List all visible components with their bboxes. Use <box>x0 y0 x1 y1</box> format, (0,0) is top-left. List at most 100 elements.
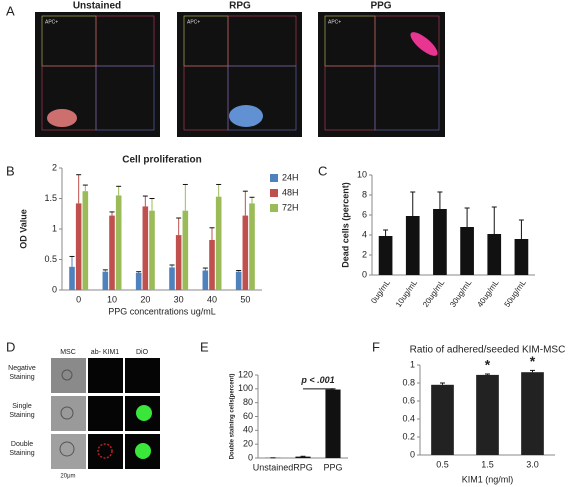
legend-swatch <box>270 174 278 182</box>
y-tick-label: 80 <box>243 397 253 407</box>
bar <box>215 196 222 290</box>
y-axis-label: OD Value <box>18 209 28 249</box>
cell-cloud <box>229 105 263 127</box>
x-tick-label: 0ug/mL <box>369 278 392 305</box>
y-tick-label: 0.8 <box>402 377 415 387</box>
significance-label: p < .001 <box>300 375 334 385</box>
y-axis-label: Double staining cells(percent) <box>230 374 236 460</box>
x-tick-label: 3.0 <box>526 459 539 469</box>
bar <box>521 372 544 455</box>
bar <box>242 215 249 290</box>
bar <box>169 267 175 290</box>
x-tick-label: RPG <box>293 462 313 472</box>
panel-label: F <box>372 339 380 354</box>
bar <box>405 216 420 275</box>
flow-plot <box>177 12 302 137</box>
bar <box>75 203 82 290</box>
y-tick-label: 1 <box>52 223 57 233</box>
x-tick-label: 20 <box>140 294 150 304</box>
y-tick-label: 0 <box>52 284 57 294</box>
image-cell <box>88 434 123 469</box>
bar <box>175 235 182 290</box>
bar <box>69 266 75 290</box>
significance: * <box>485 357 491 373</box>
y-tick-label: 8 <box>362 189 367 199</box>
x-tick-label: PPG <box>323 462 342 472</box>
image-cell <box>88 396 123 431</box>
bar <box>109 215 115 290</box>
flow-plot <box>318 12 445 137</box>
plot-title: PPG <box>370 1 391 12</box>
x-axis-label: PPG concentrations ug/mL <box>108 306 216 316</box>
x-tick-label: 30 <box>174 294 184 304</box>
image-cell <box>51 358 86 393</box>
cell <box>97 443 113 459</box>
x-tick-label: Unstained <box>253 462 294 472</box>
y-tick-label: 4 <box>362 229 367 239</box>
y-tick-label: 40 <box>243 425 253 435</box>
column-header: DiO <box>136 349 149 356</box>
y-tick-label: 0.5 <box>44 254 57 264</box>
plot-bg <box>318 12 445 137</box>
plot-title: Unstained <box>73 1 121 12</box>
image-cell <box>51 434 86 469</box>
legend-label: 48H <box>282 187 299 197</box>
y-tick-label: 1.5 <box>44 193 57 203</box>
y-tick-label: 2 <box>362 249 367 259</box>
row-label: Staining <box>9 412 34 419</box>
plot-title: RPG <box>229 1 251 12</box>
bar <box>149 210 155 290</box>
x-axis-label: KIM1 (ng/ml) <box>462 474 514 484</box>
y-tick-label: 0.4 <box>402 413 415 423</box>
cell <box>60 406 74 420</box>
x-tick-label: 50 <box>240 294 250 304</box>
gate-label: APC+ <box>45 19 58 25</box>
chart-title: Ratio of adhered/seeded KIM-MSC <box>410 345 566 356</box>
bar <box>182 210 189 290</box>
column-header: MSC <box>60 349 76 356</box>
cell <box>136 405 152 421</box>
x-tick-label: 0.5 <box>436 459 449 469</box>
y-tick-label: 6 <box>362 209 367 219</box>
flow-plot <box>35 12 160 137</box>
panel-label: E <box>200 339 209 354</box>
y-tick-label: 100 <box>238 383 253 393</box>
bar <box>487 234 502 275</box>
x-tick-label: 10 <box>107 294 117 304</box>
bar <box>249 203 255 290</box>
row-label: Double <box>11 441 33 448</box>
gate <box>374 65 440 131</box>
scale-bar: 20μm <box>60 474 75 480</box>
bar <box>209 239 215 290</box>
image-cell <box>125 358 160 393</box>
significance: * <box>530 353 536 369</box>
x-tick-label: 1.5 <box>481 459 494 469</box>
x-tick-label: 20ug/mL <box>421 278 447 309</box>
gate-label: APC+ <box>328 19 341 25</box>
legend-swatch <box>270 204 278 212</box>
row-label: Staining <box>9 450 34 457</box>
row-label: Staining <box>9 374 34 381</box>
bar <box>325 389 341 458</box>
bar <box>431 384 454 455</box>
image-cell <box>51 396 86 431</box>
bar <box>460 227 474 275</box>
y-tick-label: 2 <box>52 162 57 172</box>
bar <box>115 195 122 290</box>
bar <box>142 206 149 290</box>
bar <box>102 271 109 290</box>
panel-label: C <box>318 163 327 178</box>
y-tick-label: 0 <box>410 449 415 459</box>
cell <box>61 369 73 381</box>
bar <box>82 191 89 290</box>
row-label: Negative <box>8 365 36 372</box>
y-tick-label: 1 <box>410 359 415 369</box>
y-axis-label: Dead cells (percent) <box>340 182 350 268</box>
bar <box>202 270 209 290</box>
x-tick-label: 50ug/mL <box>503 278 529 309</box>
cell <box>59 441 75 457</box>
bar <box>295 456 311 458</box>
y-tick-label: 0 <box>248 452 253 462</box>
y-tick-label: 0.6 <box>402 395 415 405</box>
